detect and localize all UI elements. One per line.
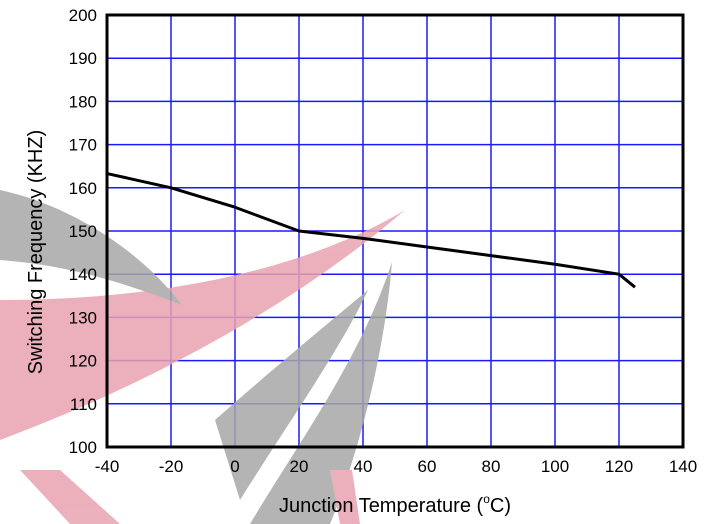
- x-tick-label: 120: [605, 457, 633, 476]
- y-tick-label: 160: [69, 179, 97, 198]
- x-tick-label: 100: [541, 457, 569, 476]
- x-tick-labels: -40 -20 0 20 40 60 80 100 120 140: [95, 457, 697, 476]
- watermark-gray-arc-right: [250, 262, 392, 524]
- x-tick-label: -40: [95, 457, 120, 476]
- x-tick-label: 20: [290, 457, 309, 476]
- y-tick-label: 140: [69, 265, 97, 284]
- y-tick-label: 180: [69, 92, 97, 111]
- y-tick-label: 200: [69, 6, 97, 25]
- x-tick-label: 60: [418, 457, 437, 476]
- watermark-logo: [0, 190, 405, 524]
- y-tick-label: 170: [69, 136, 97, 155]
- watermark-gray-arc-left: [0, 190, 182, 305]
- watermark-red-swoosh: [0, 210, 405, 440]
- y-tick-label: 150: [69, 222, 97, 241]
- watermark-red-tail: [20, 470, 120, 524]
- x-tick-label: -20: [159, 457, 184, 476]
- y-tick-label: 190: [69, 49, 97, 68]
- x-tick-label: 140: [669, 457, 697, 476]
- y-tick-label: 100: [69, 438, 97, 457]
- y-tick-label: 130: [69, 308, 97, 327]
- plot-frame: [105, 13, 685, 449]
- y-axis-label: Switching Frequency (KHZ): [25, 130, 47, 375]
- y-tick-label: 110: [70, 395, 97, 414]
- y-tick-labels: 100 110 120 130 140 150 160 170 180 190 200: [69, 6, 97, 457]
- x-tick-label: 80: [482, 457, 501, 476]
- gridlines: [106, 14, 684, 448]
- y-tick-label: 120: [69, 352, 97, 371]
- watermark-red-tail-right: [330, 470, 360, 524]
- x-tick-label: 40: [354, 457, 373, 476]
- x-axis-label: Junction Temperature (oC): [279, 492, 511, 517]
- series-line: [106, 172, 636, 289]
- x-tick-label: 0: [230, 457, 239, 476]
